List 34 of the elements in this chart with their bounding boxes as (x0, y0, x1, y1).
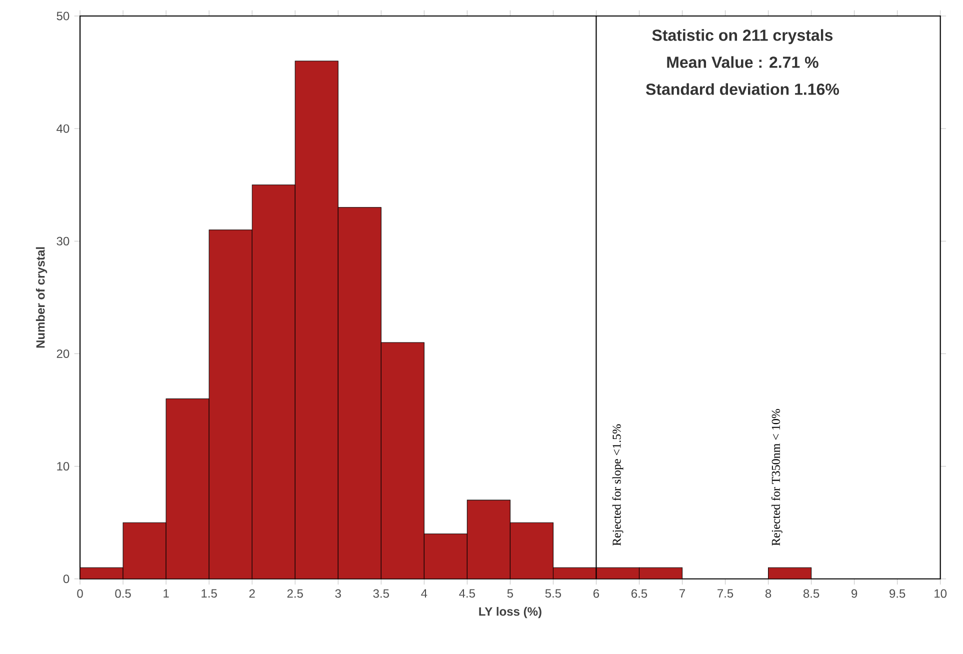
x-tick-label: 2 (249, 589, 255, 598)
annotation: Rejected for T350nm < 10% (771, 409, 782, 546)
x-tick-label: 6.5 (631, 589, 648, 598)
x-tick-label: 3 (335, 589, 341, 598)
annotation: Standard deviation 1.16% (646, 83, 839, 96)
x-tick-label: 1 (164, 589, 169, 598)
annotation: Mean Value : 2.71 % (667, 56, 818, 68)
x-tick-label: 9.5 (890, 589, 906, 598)
x-tick-label: 5.5 (545, 589, 562, 598)
annotation: Statistic on 211 crystals (652, 29, 833, 44)
y-tick-label: 50 (56, 12, 70, 20)
y-tick-label: 40 (56, 124, 70, 134)
x-tick-label: 4 (421, 589, 428, 598)
y-tick-label: 0 (63, 574, 70, 584)
x-tick-label: 0.5 (115, 589, 131, 598)
x-tick-label: 0 (77, 589, 83, 598)
x-tick-label: 7.5 (718, 589, 734, 598)
x-tick-label: 7 (680, 589, 685, 598)
y-tick-label: 10 (57, 462, 70, 471)
x-tick-label: 6 (593, 589, 600, 598)
x-tick-label: 8 (765, 589, 772, 598)
x-axis-title: LY loss (%) (479, 607, 542, 618)
ref-line-label: Rejected for slope <1.5% (612, 424, 624, 546)
x-tick-label: 10 (934, 589, 947, 598)
x-tick-label: 4.5 (459, 589, 476, 598)
y-tick-label: 20 (56, 350, 70, 358)
x-tick-label: 1.5 (202, 589, 217, 598)
x-tick-label: 8.5 (803, 589, 820, 598)
y-tick-label: 30 (56, 237, 70, 246)
x-tick-label: 2.5 (287, 589, 303, 598)
x-tick-label: 5 (507, 589, 514, 598)
x-tick-label: 3.5 (373, 589, 389, 598)
x-tick-label: 9 (852, 589, 858, 598)
y-axis-title: Number of crystal (36, 247, 48, 348)
